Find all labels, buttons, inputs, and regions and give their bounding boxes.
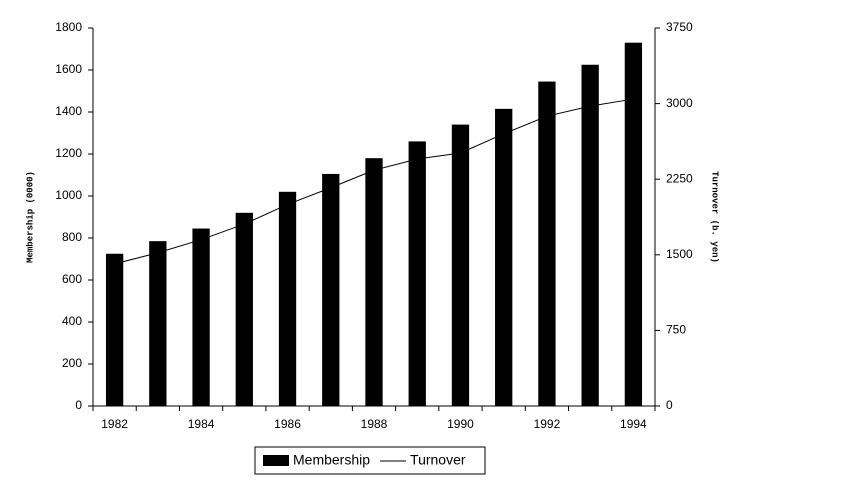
y2-tick-label: 0 — [666, 398, 673, 412]
x-tick-label: 1986 — [274, 417, 301, 431]
y-tick-label: 600 — [62, 272, 82, 286]
y-tick-label: 400 — [62, 314, 82, 328]
bar — [495, 108, 513, 406]
legend-box — [254, 446, 486, 475]
y-tick-label: 800 — [62, 230, 82, 244]
y2-axis-title: Turnover (b. yen) — [710, 171, 720, 263]
x-tick-label: 1984 — [188, 417, 215, 431]
x-tick-label: 1982 — [101, 417, 128, 431]
y-tick-label: 1200 — [55, 146, 82, 160]
x-tick-label: 1994 — [620, 417, 647, 431]
legend-label: Membership — [293, 452, 370, 468]
bar — [581, 64, 599, 406]
bar — [408, 141, 426, 406]
y-axis-title: Membership (0000) — [25, 171, 35, 263]
legend-swatch — [263, 455, 289, 466]
x-tick-label: 1988 — [361, 417, 388, 431]
y-tick-label: 200 — [62, 356, 82, 370]
x-tick-label: 1992 — [534, 417, 561, 431]
bar — [278, 191, 297, 406]
y-tick-label: 1000 — [55, 188, 82, 202]
bar — [451, 124, 470, 406]
bar — [538, 81, 556, 407]
bar — [624, 42, 643, 406]
bar — [235, 212, 253, 406]
y2-tick-label: 1500 — [666, 247, 693, 261]
line — [114, 98, 634, 265]
y2-tick-label: 3750 — [666, 20, 693, 34]
bar — [322, 173, 340, 406]
bar — [149, 241, 167, 406]
bar — [105, 253, 124, 406]
y2-tick-label: 2250 — [666, 171, 693, 185]
legend-label: Turnover — [410, 452, 466, 468]
y-tick-label: 0 — [75, 398, 82, 412]
bar — [192, 228, 210, 406]
y-tick-label: 1600 — [55, 62, 82, 76]
bar — [365, 158, 383, 406]
y-tick-label: 1800 — [55, 20, 82, 34]
y-tick-label: 1400 — [55, 104, 82, 118]
y2-tick-label: 750 — [666, 323, 686, 337]
y2-tick-label: 3000 — [666, 96, 693, 110]
x-tick-label: 1990 — [447, 417, 474, 431]
